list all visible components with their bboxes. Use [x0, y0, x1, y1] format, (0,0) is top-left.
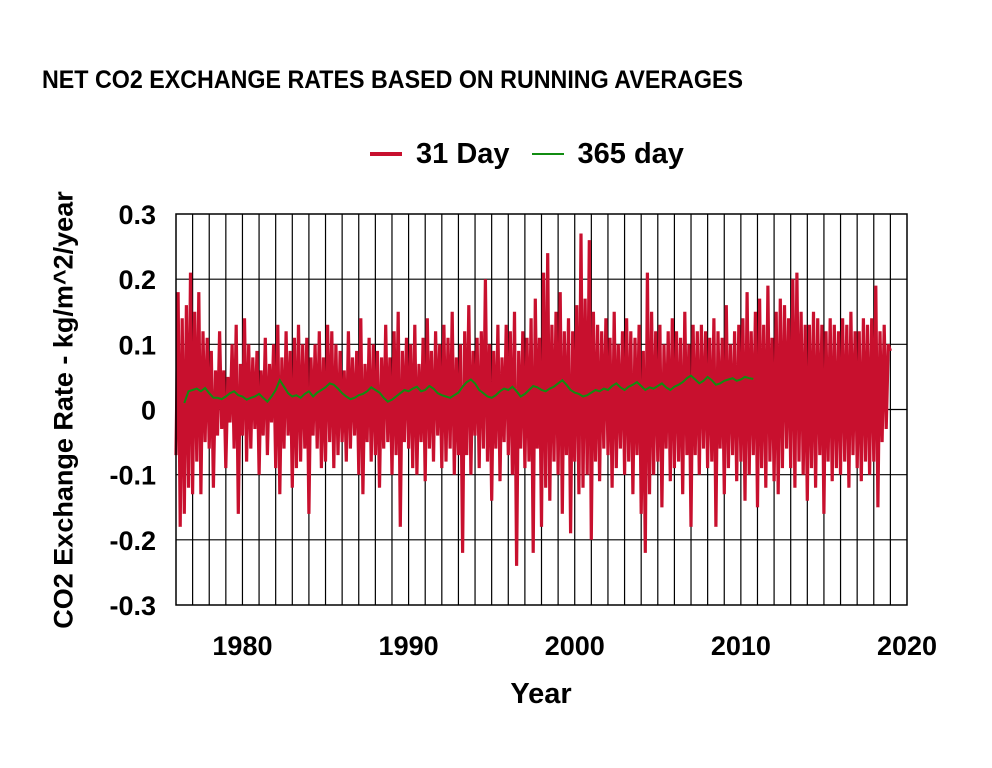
legend-item-365-day: 365 day [531, 137, 684, 171]
legend-swatch-365-day [531, 153, 564, 155]
y-tick-label: -0.2 [109, 526, 156, 556]
x-axis-label: Year [510, 678, 572, 710]
x-tick-label: 2010 [711, 631, 771, 661]
y-tick-label: 0.1 [118, 330, 156, 360]
y-tick-label: 0 [141, 396, 156, 426]
legend-label-31-day: 31 Day [416, 137, 510, 170]
y-tick-label: -0.3 [109, 591, 156, 621]
y-tick-label: 0.2 [118, 265, 156, 295]
legend: 31 Day 365 day [370, 136, 706, 172]
y-tick-labels: 0.3 0.2 0.1 0 -0.1 -0.2 -0.3 [109, 200, 156, 621]
series-31-day-line [174, 233, 892, 566]
plot-frame [175, 213, 908, 606]
x-tick-label: 2020 [877, 631, 937, 661]
legend-swatch-31-day [370, 152, 402, 156]
x-tick-label: 1990 [379, 631, 439, 661]
series-layer [174, 233, 892, 566]
legend-label-365-day: 365 day [577, 137, 684, 170]
x-tick-label: 1980 [212, 631, 272, 661]
x-tick-label: 2000 [545, 631, 605, 661]
series-365-day-line [183, 374, 754, 404]
y-tick-label: -0.1 [109, 461, 156, 491]
x-tick-labels: 1980 1990 2000 2010 2020 [212, 631, 937, 661]
y-tick-label: 0.3 [118, 200, 156, 230]
legend-item-31-day: 31 Day [370, 138, 510, 171]
chart-title: NET CO2 EXCHANGE RATES BASED ON RUNNING … [42, 66, 744, 94]
